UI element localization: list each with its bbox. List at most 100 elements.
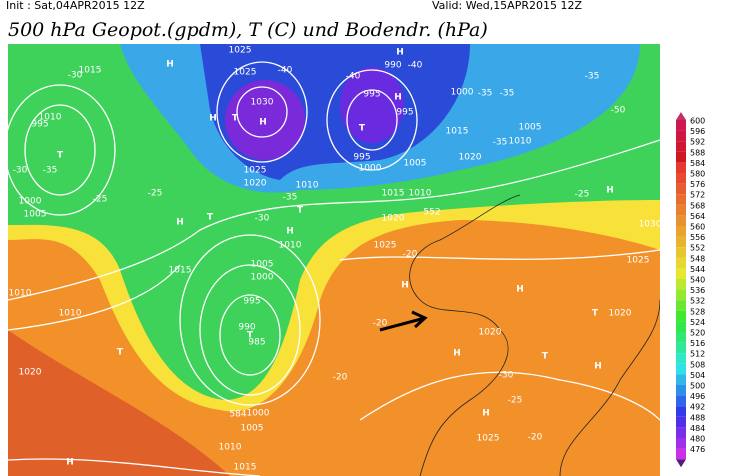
- colorbar-swatch: [676, 310, 686, 322]
- contour-label: 990: [384, 61, 401, 71]
- colorbar-swatch: [676, 226, 686, 237]
- contour-label: 1000: [359, 164, 382, 174]
- contour-label: -25: [508, 396, 523, 406]
- colorbar-cap: [676, 112, 686, 120]
- colorbar-label: 544: [690, 265, 705, 274]
- contour-label: 1015: [446, 127, 469, 137]
- colorbar-label: 524: [690, 318, 705, 327]
- colorbar-swatch: [676, 321, 686, 332]
- colorbar-swatch: [676, 236, 686, 248]
- colorbar-swatch: [676, 257, 686, 269]
- contour-label: 1010: [409, 189, 432, 199]
- colorbar-swatch: [676, 342, 686, 354]
- contour-label: -20: [528, 433, 543, 443]
- contour-label: 1020: [479, 328, 502, 338]
- colorbar-swatch: [676, 215, 686, 226]
- pressure-center: H: [286, 227, 294, 237]
- contour-label: 1025: [477, 434, 500, 444]
- colorbar-label: 532: [690, 297, 705, 306]
- colorbar-label: 580: [690, 170, 705, 179]
- colorbar-swatch: [676, 416, 686, 428]
- contour-label: 1015: [79, 66, 102, 76]
- contour-label: 1000: [451, 88, 474, 98]
- contour-label: -35: [500, 89, 515, 99]
- colorbar-label: 584: [690, 159, 705, 168]
- contour-label: -40: [346, 72, 361, 82]
- pressure-center: T: [359, 124, 366, 134]
- colorbar-swatch: [676, 173, 686, 184]
- colorbar-swatch: [676, 406, 686, 417]
- contour-label: 1015: [234, 463, 257, 473]
- contour-label: 1015: [169, 266, 192, 276]
- pressure-center: H: [176, 218, 184, 228]
- contour-label: 1005: [251, 260, 274, 270]
- contour-label: 1005: [24, 210, 47, 220]
- pressure-center: H: [166, 60, 174, 70]
- colorbar-swatch: [676, 151, 686, 163]
- colorbar-swatch: [676, 279, 686, 290]
- contour-label: -30: [13, 166, 28, 176]
- colorbar: 6005965925885845805765725685645605565525…: [676, 112, 705, 468]
- colorbar-label: 564: [690, 212, 705, 221]
- colorbar-swatch: [676, 120, 686, 131]
- pressure-center: T: [117, 348, 124, 358]
- arrow: [379, 310, 428, 332]
- contour-label: 985: [248, 338, 265, 348]
- colorbar-swatch: [676, 438, 686, 449]
- contour-label: 995: [353, 153, 370, 163]
- contour-label: 1020: [609, 309, 632, 319]
- contour-label: 1000: [247, 409, 270, 419]
- valid-time: Valid: Wed,15APR2015 12Z: [432, 0, 582, 12]
- title: 500 hPa Geopot.(gpdm), T (C) und Bodendr…: [8, 19, 488, 41]
- contour-label: 1025: [244, 166, 267, 176]
- colorbar-swatch: [676, 162, 686, 173]
- contour-label: 1010: [219, 443, 242, 453]
- pressure-center: H: [394, 93, 402, 103]
- pressure-center: H: [606, 186, 614, 196]
- colorbar-swatch: [676, 300, 686, 311]
- colorbar-label: 492: [690, 403, 705, 412]
- colorbar-label: 568: [690, 201, 705, 210]
- contour-label: 1010: [59, 309, 82, 319]
- contour-label: -20: [373, 319, 388, 329]
- init-time: Init : Sat,04APR2015 12Z: [6, 0, 145, 12]
- colorbar-label: 504: [690, 371, 705, 380]
- cold-core: [340, 67, 404, 143]
- contour-label: 1015: [382, 189, 405, 199]
- pressure-center: T: [57, 151, 64, 161]
- colorbar-label: 508: [690, 360, 705, 369]
- contour-label: -50: [611, 106, 626, 116]
- contour-label: 1000: [19, 197, 42, 207]
- colorbar-label: 576: [690, 180, 705, 189]
- contour-label: 1010: [279, 241, 302, 251]
- colorbar-label: 496: [690, 392, 705, 401]
- contour-label: 1005: [241, 424, 264, 434]
- pressure-center: H: [209, 114, 217, 124]
- contour-label: -30: [68, 71, 83, 81]
- colorbar-label: 592: [690, 138, 705, 147]
- contour-label: -20: [333, 373, 348, 383]
- colorbar-label: 500: [690, 382, 705, 391]
- contour-label: 1005: [404, 159, 427, 169]
- colorbar-label: 600: [690, 117, 705, 126]
- colorbar-label: 484: [690, 424, 705, 433]
- colorbar-swatch: [676, 363, 686, 375]
- pressure-center: T: [297, 206, 304, 216]
- pressure-center: H: [482, 409, 490, 419]
- colorbar-swatch: [676, 268, 686, 279]
- coastline: [409, 194, 660, 476]
- colorbar-swatch: [676, 141, 686, 152]
- colorbar-label: 536: [690, 286, 705, 295]
- colorbar-label: 512: [690, 350, 705, 359]
- contour-label: 1020: [382, 214, 405, 224]
- colorbar-label: 488: [690, 413, 705, 422]
- colorbar-swatch: [676, 247, 686, 258]
- colorbar-label: 560: [690, 223, 705, 232]
- colorbar-cap: [676, 459, 686, 468]
- contour-label: -35: [493, 138, 508, 148]
- colorbar-swatch: [676, 194, 686, 205]
- colorbar-swatch: [676, 183, 686, 195]
- colorbar-label: 516: [690, 339, 705, 348]
